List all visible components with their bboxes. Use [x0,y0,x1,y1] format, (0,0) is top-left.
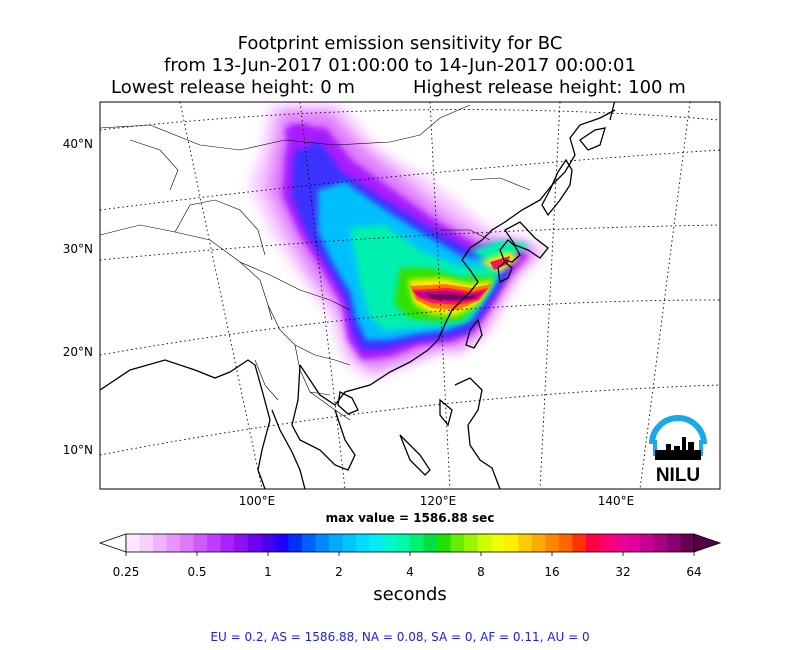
colorbar-segment [234,534,249,552]
colorbar-segment [410,534,425,552]
colorbar-segment [531,534,546,552]
colorbar-segment [355,534,371,552]
country-borders [100,104,531,421]
colorbar-segment [639,534,655,552]
colorbar-tick-label: 64 [686,565,701,579]
colorbar-segment [423,534,438,552]
colorbar-segment [653,534,668,552]
nilu-logo-text: NILU [656,465,700,486]
lon-tick-label: 120°E [420,494,457,508]
lat-tick-label: 40°N [63,137,93,151]
release-height-high: Highest release height: 100 m [413,77,686,98]
colorbar-segment [261,534,276,552]
colorbar-tick-label: 2 [335,565,343,579]
colorbar-segment [139,534,154,552]
colorbar-segment [518,534,533,552]
chart-subtitle-period: from 13-Jun-2017 01:00:00 to 14-Jun-2017… [164,55,636,76]
nilu-logo: NILU [649,415,707,486]
colorbar-label: seconds [373,584,447,605]
colorbar-segment [126,534,141,552]
colorbar-tick-label: 4 [406,565,414,579]
colorbar-segment [626,534,641,552]
colorbar-tick-label: 16 [544,565,559,579]
colorbar-under-arrow [98,533,127,553]
max-value-label: max value = 1586.88 sec [325,511,495,525]
colorbar-segment [585,534,600,552]
colorbar-segment [504,534,519,552]
colorbar-segment [315,534,330,552]
colorbar-segment [153,534,168,552]
colorbar-segment [437,534,452,552]
colorbar-segment [274,534,289,552]
colorbar-tick-label: 0.25 [113,565,140,579]
sensitivity-plume [250,105,545,378]
chart-title: Footprint emission sensitivity for BC [237,33,563,54]
colorbar: 0.25 0.5 1 2 4 8 16 32 64 seconds [98,533,722,605]
colorbar-segment [342,534,357,552]
colorbar-segment [166,534,181,552]
colorbar-tick-label: 8 [477,565,485,579]
graticule [100,102,720,489]
colorbar-over-arrow [693,533,722,553]
colorbar-segment [477,534,492,552]
colorbar-segment [220,534,235,552]
colorbar-segment [180,534,195,552]
colorbar-segment [369,534,384,552]
colorbar-segment [491,534,506,552]
colorbar-segment [382,534,398,552]
colorbar-segment [612,534,627,552]
region-summary: EU = 0.2, AS = 1586.88, NA = 0.08, SA = … [210,630,590,644]
release-height-low: Lowest release height: 0 m [111,77,355,98]
map-frame [99,101,721,490]
colorbar-tick-label: 1 [264,565,272,579]
lon-tick-label: 140°E [598,494,635,508]
colorbar-segment [680,534,695,552]
colorbar-segment [328,534,343,552]
colorbar-segment [572,534,587,552]
colorbar-segment [207,534,222,552]
colorbar-tick-label: 0.5 [187,565,206,579]
colorbar-segment [450,534,465,552]
lat-tick-label: 10°N [63,443,93,457]
colorbar-segment [247,534,262,552]
colorbar-segment [599,534,614,552]
colorbar-segment [558,534,573,552]
colorbar-segment [301,534,316,552]
colorbar-segment [288,534,303,552]
colorbar-segment [193,534,208,552]
colorbar-segment [396,534,411,552]
coastlines [100,102,616,489]
colorbar-segment [666,534,682,552]
colorbar-segment [464,534,479,552]
colorbar-segment [545,534,560,552]
lon-tick-label: 100°E [239,494,276,508]
colorbar-tick-label: 32 [615,565,630,579]
lat-tick-label: 30°N [63,242,93,256]
lat-tick-label: 20°N [63,345,93,359]
